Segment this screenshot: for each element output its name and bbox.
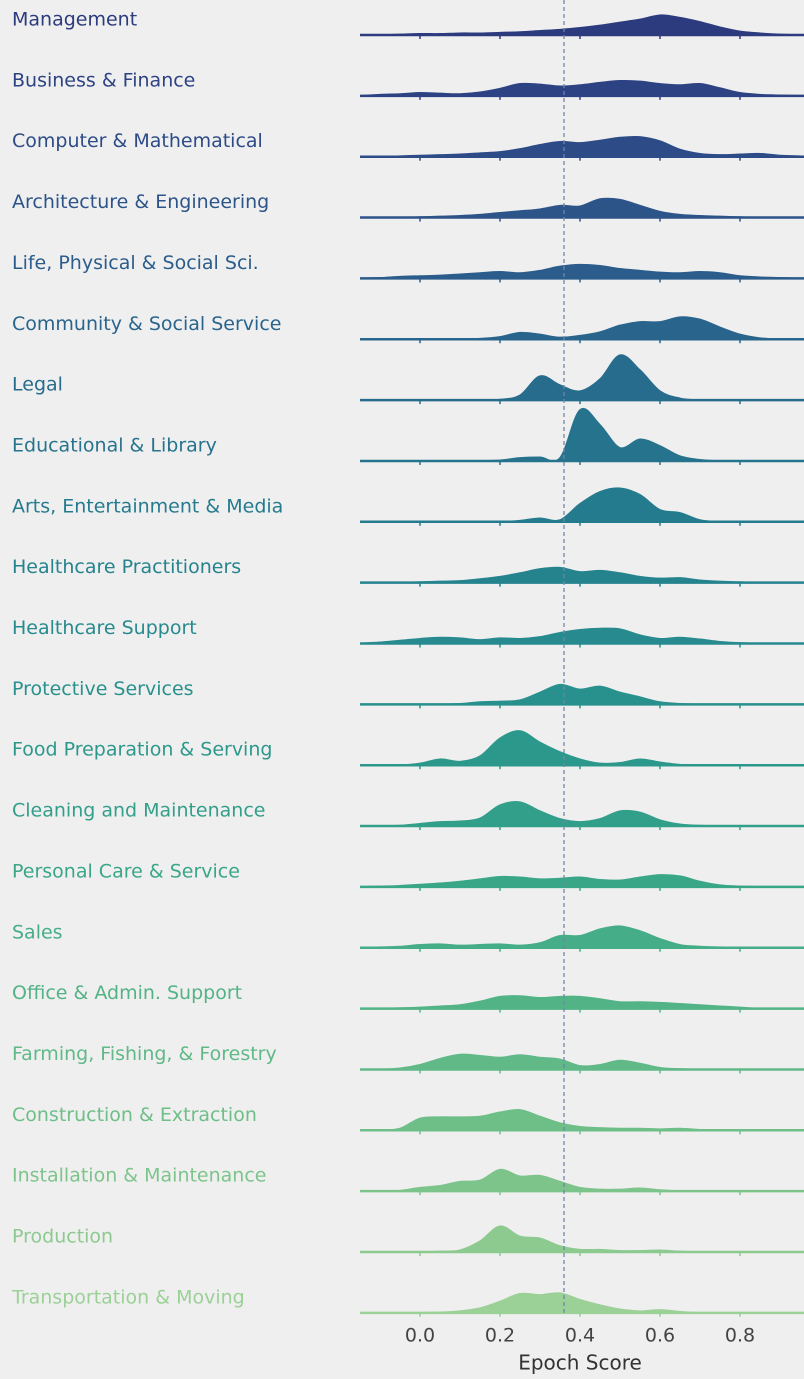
row-label: Business & Finance	[12, 69, 195, 91]
row-label: Legal	[12, 374, 63, 396]
density-area	[360, 354, 800, 401]
x-tick-label: 0.6	[645, 1325, 675, 1347]
row-label: Educational & Library	[12, 434, 217, 456]
row-label: Arts, Entertainment & Media	[12, 495, 283, 517]
x-tick-label: 0.0	[405, 1325, 435, 1347]
density-area	[359, 263, 801, 280]
x-tick-label: 0.8	[725, 1325, 755, 1347]
density-area	[359, 801, 801, 827]
row-label: Architecture & Engineering	[12, 191, 269, 213]
row-label: Cleaning and Maintenance	[12, 800, 266, 822]
density-area	[359, 79, 801, 97]
density-area	[359, 1053, 801, 1071]
row-label: Construction & Extraction	[12, 1104, 257, 1126]
row-label: Food Preparation & Serving	[12, 739, 272, 761]
density-area	[359, 407, 801, 462]
density-area	[359, 14, 801, 36]
density-area	[359, 1168, 801, 1193]
x-tick-label: 0.4	[565, 1325, 595, 1347]
row-label: Protective Services	[12, 678, 194, 700]
row-label: Management	[12, 9, 137, 31]
row-label: Sales	[12, 921, 63, 943]
row-label: Community & Social Service	[12, 313, 281, 335]
row-label: Farming, Fishing, & Forestry	[12, 1043, 277, 1065]
row-label: Transportation & Moving	[11, 1286, 245, 1308]
density-area	[359, 487, 800, 523]
row-label: Office & Admin. Support	[12, 982, 242, 1004]
row-label: Computer & Mathematical	[12, 130, 263, 152]
density-area	[359, 316, 801, 341]
x-axis-label: Epoch Score	[518, 1351, 642, 1375]
row-label: Installation & Maintenance	[12, 1165, 267, 1187]
x-tick-label: 0.2	[485, 1325, 515, 1347]
density-area	[360, 1225, 800, 1253]
density-area	[359, 627, 800, 645]
density-area	[359, 197, 801, 219]
row-label: Life, Physical & Social Sci.	[12, 252, 259, 274]
density-area	[359, 1109, 800, 1132]
density-area	[359, 566, 801, 584]
density-area	[359, 995, 800, 1010]
density-area	[359, 925, 801, 949]
row-label: Production	[12, 1226, 113, 1248]
row-label: Healthcare Support	[12, 617, 197, 639]
density-area	[360, 730, 800, 767]
density-area	[359, 874, 800, 888]
density-area	[359, 683, 801, 706]
density-area	[359, 1292, 801, 1314]
row-label: Healthcare Practitioners	[12, 556, 241, 578]
row-label: Personal Care & Service	[12, 860, 240, 882]
density-area	[359, 135, 801, 158]
